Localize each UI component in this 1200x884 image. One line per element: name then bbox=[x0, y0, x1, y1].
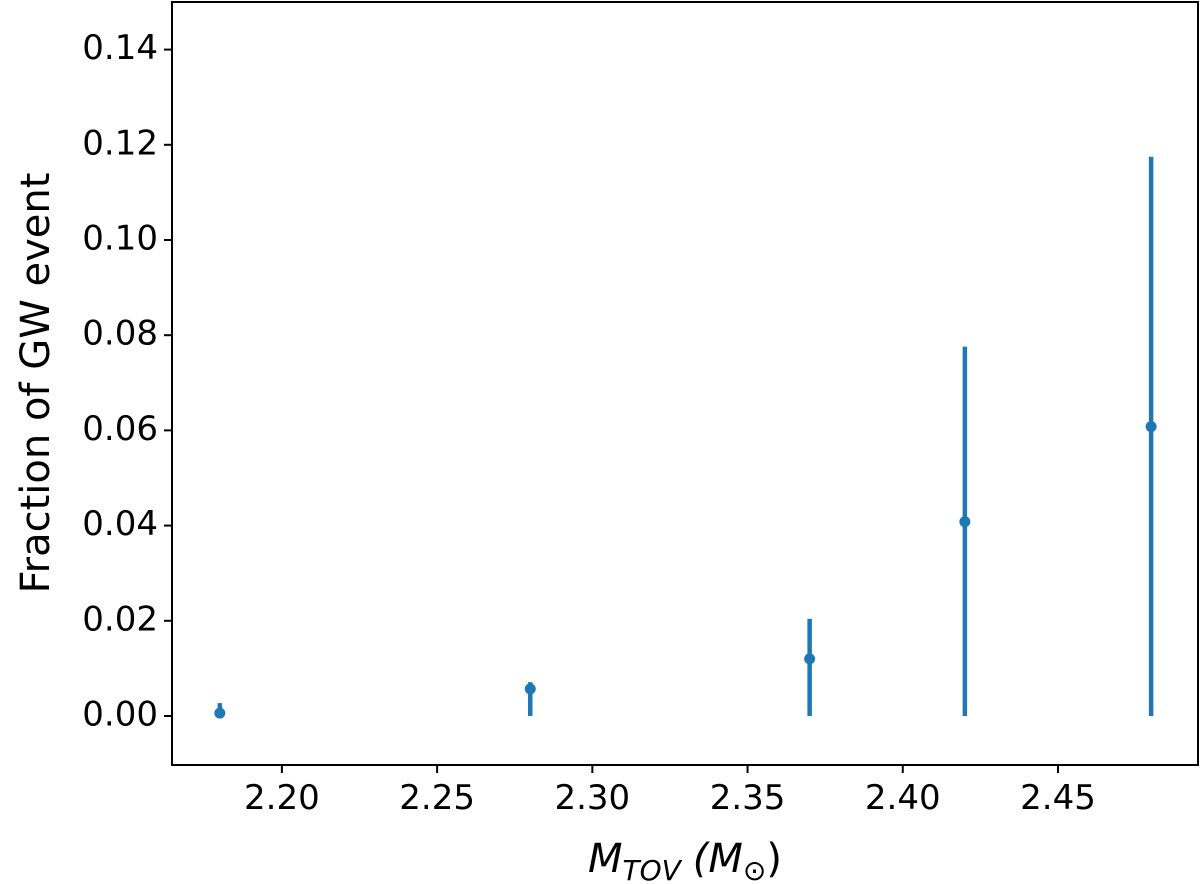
x-label-subscript: TOV bbox=[623, 854, 683, 884]
y-tick-label: 0.12 bbox=[82, 123, 158, 163]
x-tick-label: 2.45 bbox=[1020, 778, 1096, 818]
x-tick-label: 2.30 bbox=[554, 778, 630, 818]
y-tick-label: 0.00 bbox=[82, 694, 158, 734]
data-point bbox=[959, 516, 971, 528]
x-label-unit: (M bbox=[693, 836, 743, 882]
x-label-symbol: M bbox=[588, 836, 623, 882]
x-tick-label: 2.40 bbox=[865, 778, 941, 818]
y-axis-label: Fraction of GW event bbox=[13, 173, 59, 594]
data-point bbox=[524, 683, 536, 695]
x-axis-label: MTOV (M⊙) bbox=[588, 836, 782, 884]
y-tick-label: 0.02 bbox=[82, 599, 158, 639]
x-tick-label: 2.25 bbox=[399, 778, 475, 818]
data-point bbox=[804, 653, 816, 665]
x-label-close: ) bbox=[766, 836, 782, 882]
data-point bbox=[214, 707, 226, 719]
x-tick-label: 2.20 bbox=[244, 778, 320, 818]
y-tick-label: 0.06 bbox=[82, 409, 158, 449]
x-tick-label: 2.35 bbox=[710, 778, 786, 818]
data-point bbox=[1145, 421, 1157, 433]
plot-frame bbox=[171, 1, 1199, 766]
y-tick-label: 0.14 bbox=[82, 28, 158, 68]
y-tick-label: 0.08 bbox=[82, 314, 158, 354]
y-tick-label: 0.04 bbox=[82, 504, 158, 544]
y-tick-label: 0.10 bbox=[82, 218, 158, 258]
x-label-unit-subscript: ⊙ bbox=[743, 854, 766, 884]
